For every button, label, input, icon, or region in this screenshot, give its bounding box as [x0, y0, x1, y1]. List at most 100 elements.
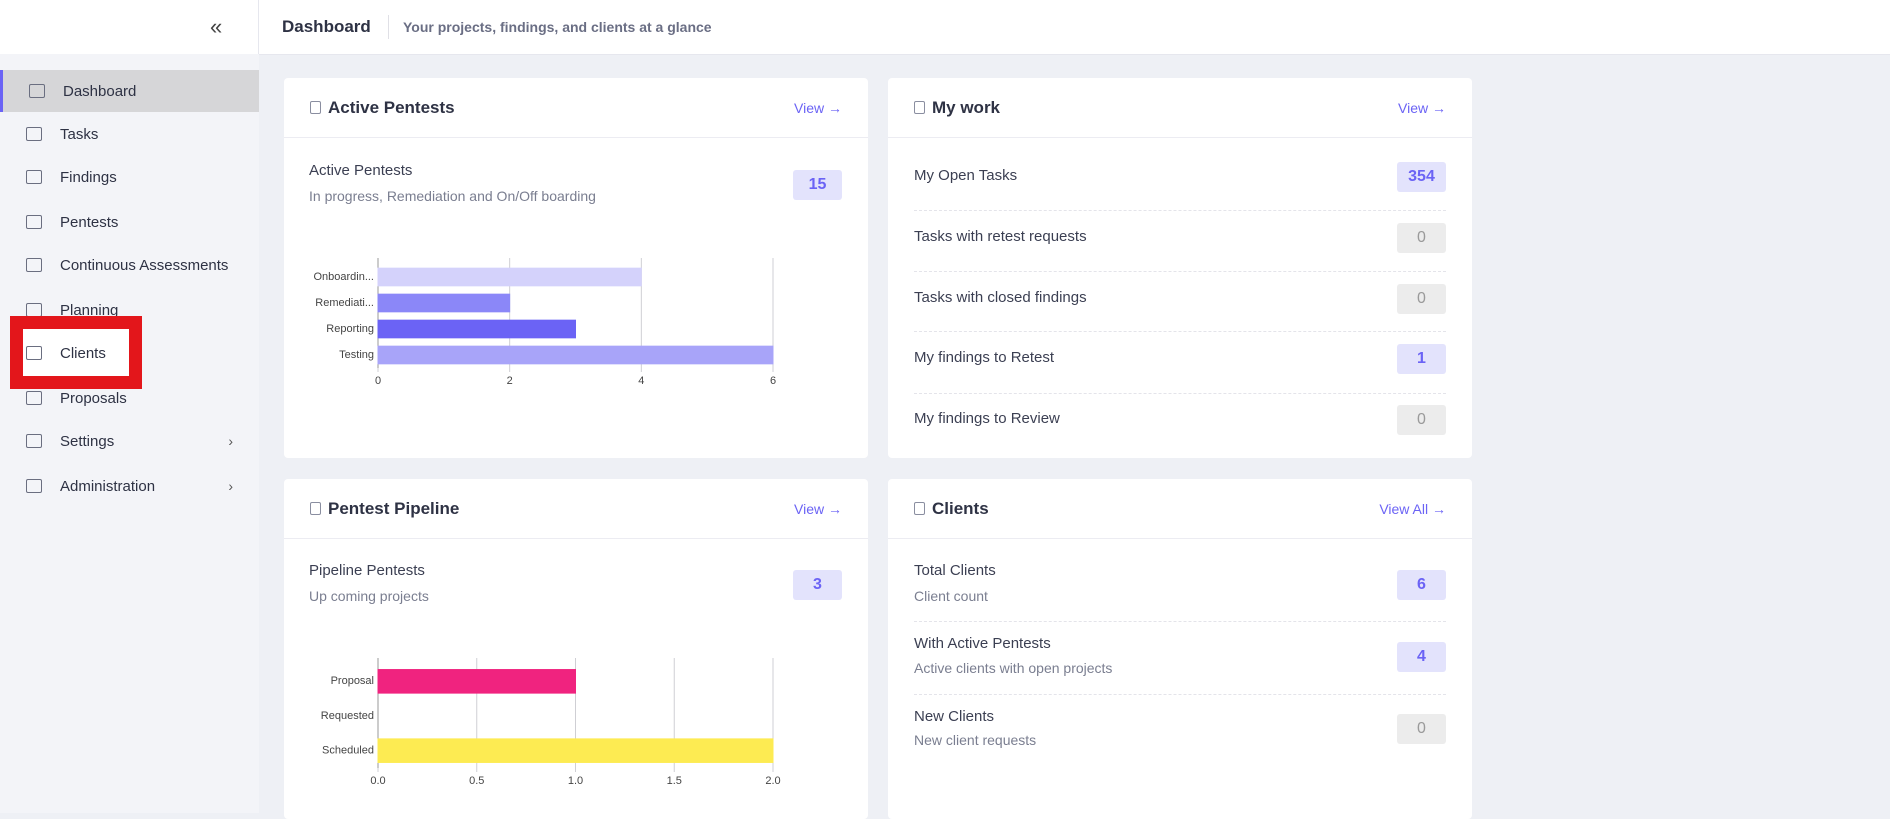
- nav-label: Administration: [60, 477, 156, 495]
- card: My work View → My Open Tasks 354 Tasks w…: [888, 78, 1472, 458]
- nav-item[interactable]: Proposals: [0, 377, 259, 419]
- collapse-button[interactable]: «: [210, 14, 223, 39]
- card-icon: [914, 502, 925, 515]
- bar: [377, 293, 511, 313]
- chevron: ›: [228, 433, 233, 449]
- chevron: ›: [228, 478, 233, 494]
- nav-label: Pentests: [60, 213, 119, 231]
- nav-label: Continuous Assessments: [60, 256, 229, 274]
- bar: [377, 267, 642, 287]
- nav-icon: [26, 215, 42, 229]
- y-tick-label: Reporting: [326, 323, 374, 335]
- row-divider: [914, 694, 1446, 695]
- row-divider: [914, 393, 1446, 394]
- x-tick-label: 2.0: [765, 775, 780, 787]
- nav-label: Dashboard: [63, 82, 137, 100]
- row-label: Tasks with retest requests: [914, 228, 1087, 245]
- nav-item[interactable]: Clients: [0, 332, 259, 374]
- row-label: Tasks with closed findings: [914, 289, 1087, 306]
- nav-label: Planning: [60, 301, 119, 319]
- card-title: Active Pentests: [328, 98, 455, 117]
- nav-icon: [26, 346, 42, 360]
- count-badge: 3: [793, 570, 842, 600]
- view-link[interactable]: View →: [794, 100, 842, 116]
- x-tick-label: 6: [770, 375, 776, 387]
- summary-sublabel: Up coming projects: [309, 588, 429, 604]
- x-tick-label: 0: [375, 375, 381, 387]
- nav-item[interactable]: Settings ›: [0, 420, 259, 462]
- nav-icon: [29, 84, 45, 98]
- row-divider: [914, 331, 1446, 332]
- chart: 0.0 0.5 1.0 1.5 2.0 Proposal Requested Schedule…: [321, 658, 781, 787]
- card-header: Pentest Pipeline View →: [284, 479, 868, 539]
- nav-icon: [26, 258, 42, 272]
- count-badge: 0: [1397, 714, 1446, 744]
- y-tick-label: Proposal: [331, 675, 374, 687]
- bar: [377, 319, 576, 339]
- view-link[interactable]: View →: [794, 501, 842, 517]
- nav-label: Settings: [60, 432, 115, 450]
- row-divider: [914, 271, 1446, 272]
- nav-icon: [26, 170, 42, 184]
- highlight-box: [10, 316, 142, 389]
- summary-sublabel: In progress, Remediation and On/Off boar…: [309, 188, 596, 204]
- nav-icon: [26, 127, 42, 141]
- x-tick-label: 0.0: [370, 775, 385, 787]
- nav-item[interactable]: Continuous Assessments: [0, 244, 259, 286]
- y-tick-label: Requested: [321, 710, 374, 722]
- row-sublabel: Client count: [914, 588, 988, 604]
- row-label: My Open Tasks: [914, 167, 1018, 184]
- sidebar: [0, 54, 259, 813]
- nav-label: Clients: [60, 344, 106, 362]
- count-badge: 1: [1397, 344, 1446, 374]
- card-header: Clients View All →: [888, 479, 1472, 539]
- nav-item[interactable]: Findings: [0, 156, 259, 198]
- view-link[interactable]: View →: [1398, 100, 1446, 116]
- view-link[interactable]: View All →: [1379, 501, 1446, 517]
- title-divider: [388, 15, 389, 39]
- count-badge: 4: [1397, 642, 1446, 672]
- summary-label: Pipeline Pentests: [309, 562, 425, 579]
- card: Clients View All → Total Clients Client …: [888, 479, 1472, 819]
- x-tick-label: 2: [507, 375, 513, 387]
- top-bar: [0, 0, 1890, 55]
- card-title: My work: [932, 98, 1001, 117]
- sidebar-divider: [258, 0, 259, 54]
- x-tick-label: 1.5: [667, 775, 682, 787]
- page-title: Dashboard: [282, 17, 371, 36]
- nav-item[interactable]: Pentests: [0, 201, 259, 243]
- row-divider: [914, 210, 1446, 211]
- nav-item[interactable]: Dashboard: [0, 70, 259, 112]
- nav-label: Findings: [60, 168, 117, 186]
- card-header: My work View →: [888, 78, 1472, 138]
- nav-icon: [26, 434, 42, 448]
- row-divider: [914, 621, 1446, 622]
- card-title: Pentest Pipeline: [328, 499, 460, 518]
- nav-item[interactable]: Administration ›: [0, 465, 259, 507]
- bar: [377, 669, 576, 694]
- y-tick-label: Scheduled: [322, 745, 374, 757]
- card-icon: [310, 502, 321, 515]
- nav-icon: [26, 303, 42, 317]
- y-tick-label: Testing: [339, 349, 374, 361]
- row-label: New Clients: [914, 708, 995, 725]
- x-tick-label: 1.0: [568, 775, 583, 787]
- page-subtitle: Your projects, findings, and clients at …: [403, 19, 712, 35]
- nav-icon: [26, 479, 42, 493]
- y-tick-label: Onboardin...: [313, 271, 374, 283]
- nav-icon: [26, 391, 42, 405]
- count-badge: 6: [1397, 570, 1446, 600]
- nav-label: Proposals: [60, 389, 127, 407]
- bar: [377, 345, 774, 365]
- card-header: Active Pentests View →: [284, 78, 868, 138]
- card-title: Clients: [932, 499, 989, 518]
- count-badge: 0: [1397, 223, 1446, 253]
- count-badge: 0: [1397, 405, 1446, 435]
- row-label: My findings to Retest: [914, 349, 1055, 366]
- card-icon: [310, 101, 321, 114]
- chart: 0 2 4 6 Onboardin... Remediati... Reporting Tes…: [313, 258, 776, 387]
- row-label: With Active Pentests: [914, 635, 1051, 652]
- nav-item[interactable]: Tasks: [0, 113, 259, 155]
- y-tick-label: Remediati...: [315, 297, 374, 309]
